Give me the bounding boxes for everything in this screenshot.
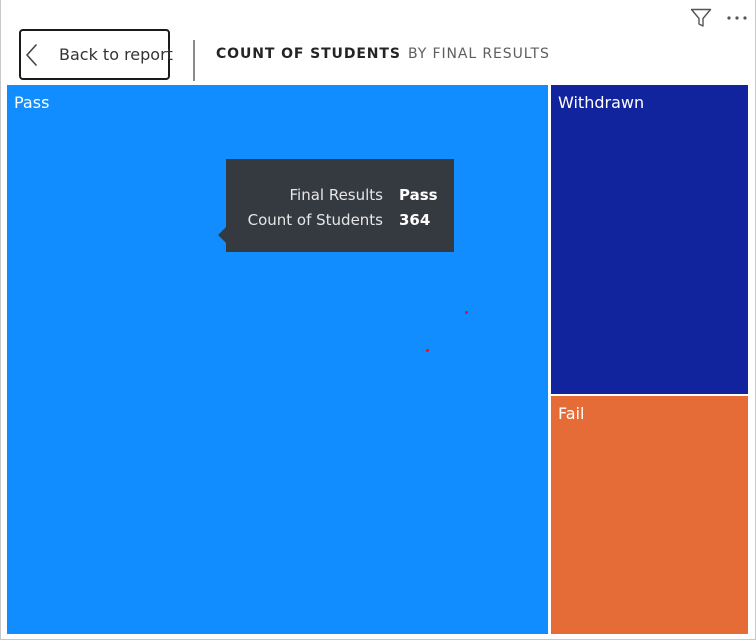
back-button-label: Back to report bbox=[59, 45, 173, 64]
chevron-left-icon bbox=[24, 43, 40, 67]
back-to-report-button[interactable]: Back to report bbox=[19, 29, 173, 80]
visual-subtitle: BY FINAL RESULTS bbox=[408, 46, 550, 62]
treemap-tile-fail[interactable]: Fail bbox=[551, 396, 748, 634]
tooltip-value: Pass bbox=[399, 186, 438, 204]
treemap-tile-label: Pass bbox=[14, 93, 50, 112]
tooltip: Final Results Pass Count of Students 364 bbox=[218, 159, 454, 252]
tooltip-row: Final Results Pass bbox=[226, 186, 454, 208]
tooltip-key: Count of Students bbox=[247, 211, 383, 229]
treemap-tile-label: Withdrawn bbox=[558, 93, 645, 112]
visual-title: COUNT OF STUDENTS bbox=[216, 46, 401, 62]
cursor-marker bbox=[426, 349, 429, 352]
header-divider bbox=[193, 40, 195, 81]
tooltip-key: Final Results bbox=[289, 186, 383, 204]
tooltip-arrow bbox=[218, 227, 226, 243]
tooltip-value: 364 bbox=[399, 211, 431, 229]
more-options-icon[interactable] bbox=[724, 6, 750, 30]
tooltip-row: Count of Students 364 bbox=[226, 211, 454, 233]
filter-icon[interactable] bbox=[688, 6, 714, 30]
treemap-tile-withdrawn[interactable]: Withdrawn bbox=[551, 85, 748, 394]
cursor-marker bbox=[465, 311, 468, 314]
visual-header-icons bbox=[688, 6, 750, 30]
treemap-tile-label: Fail bbox=[558, 404, 585, 423]
